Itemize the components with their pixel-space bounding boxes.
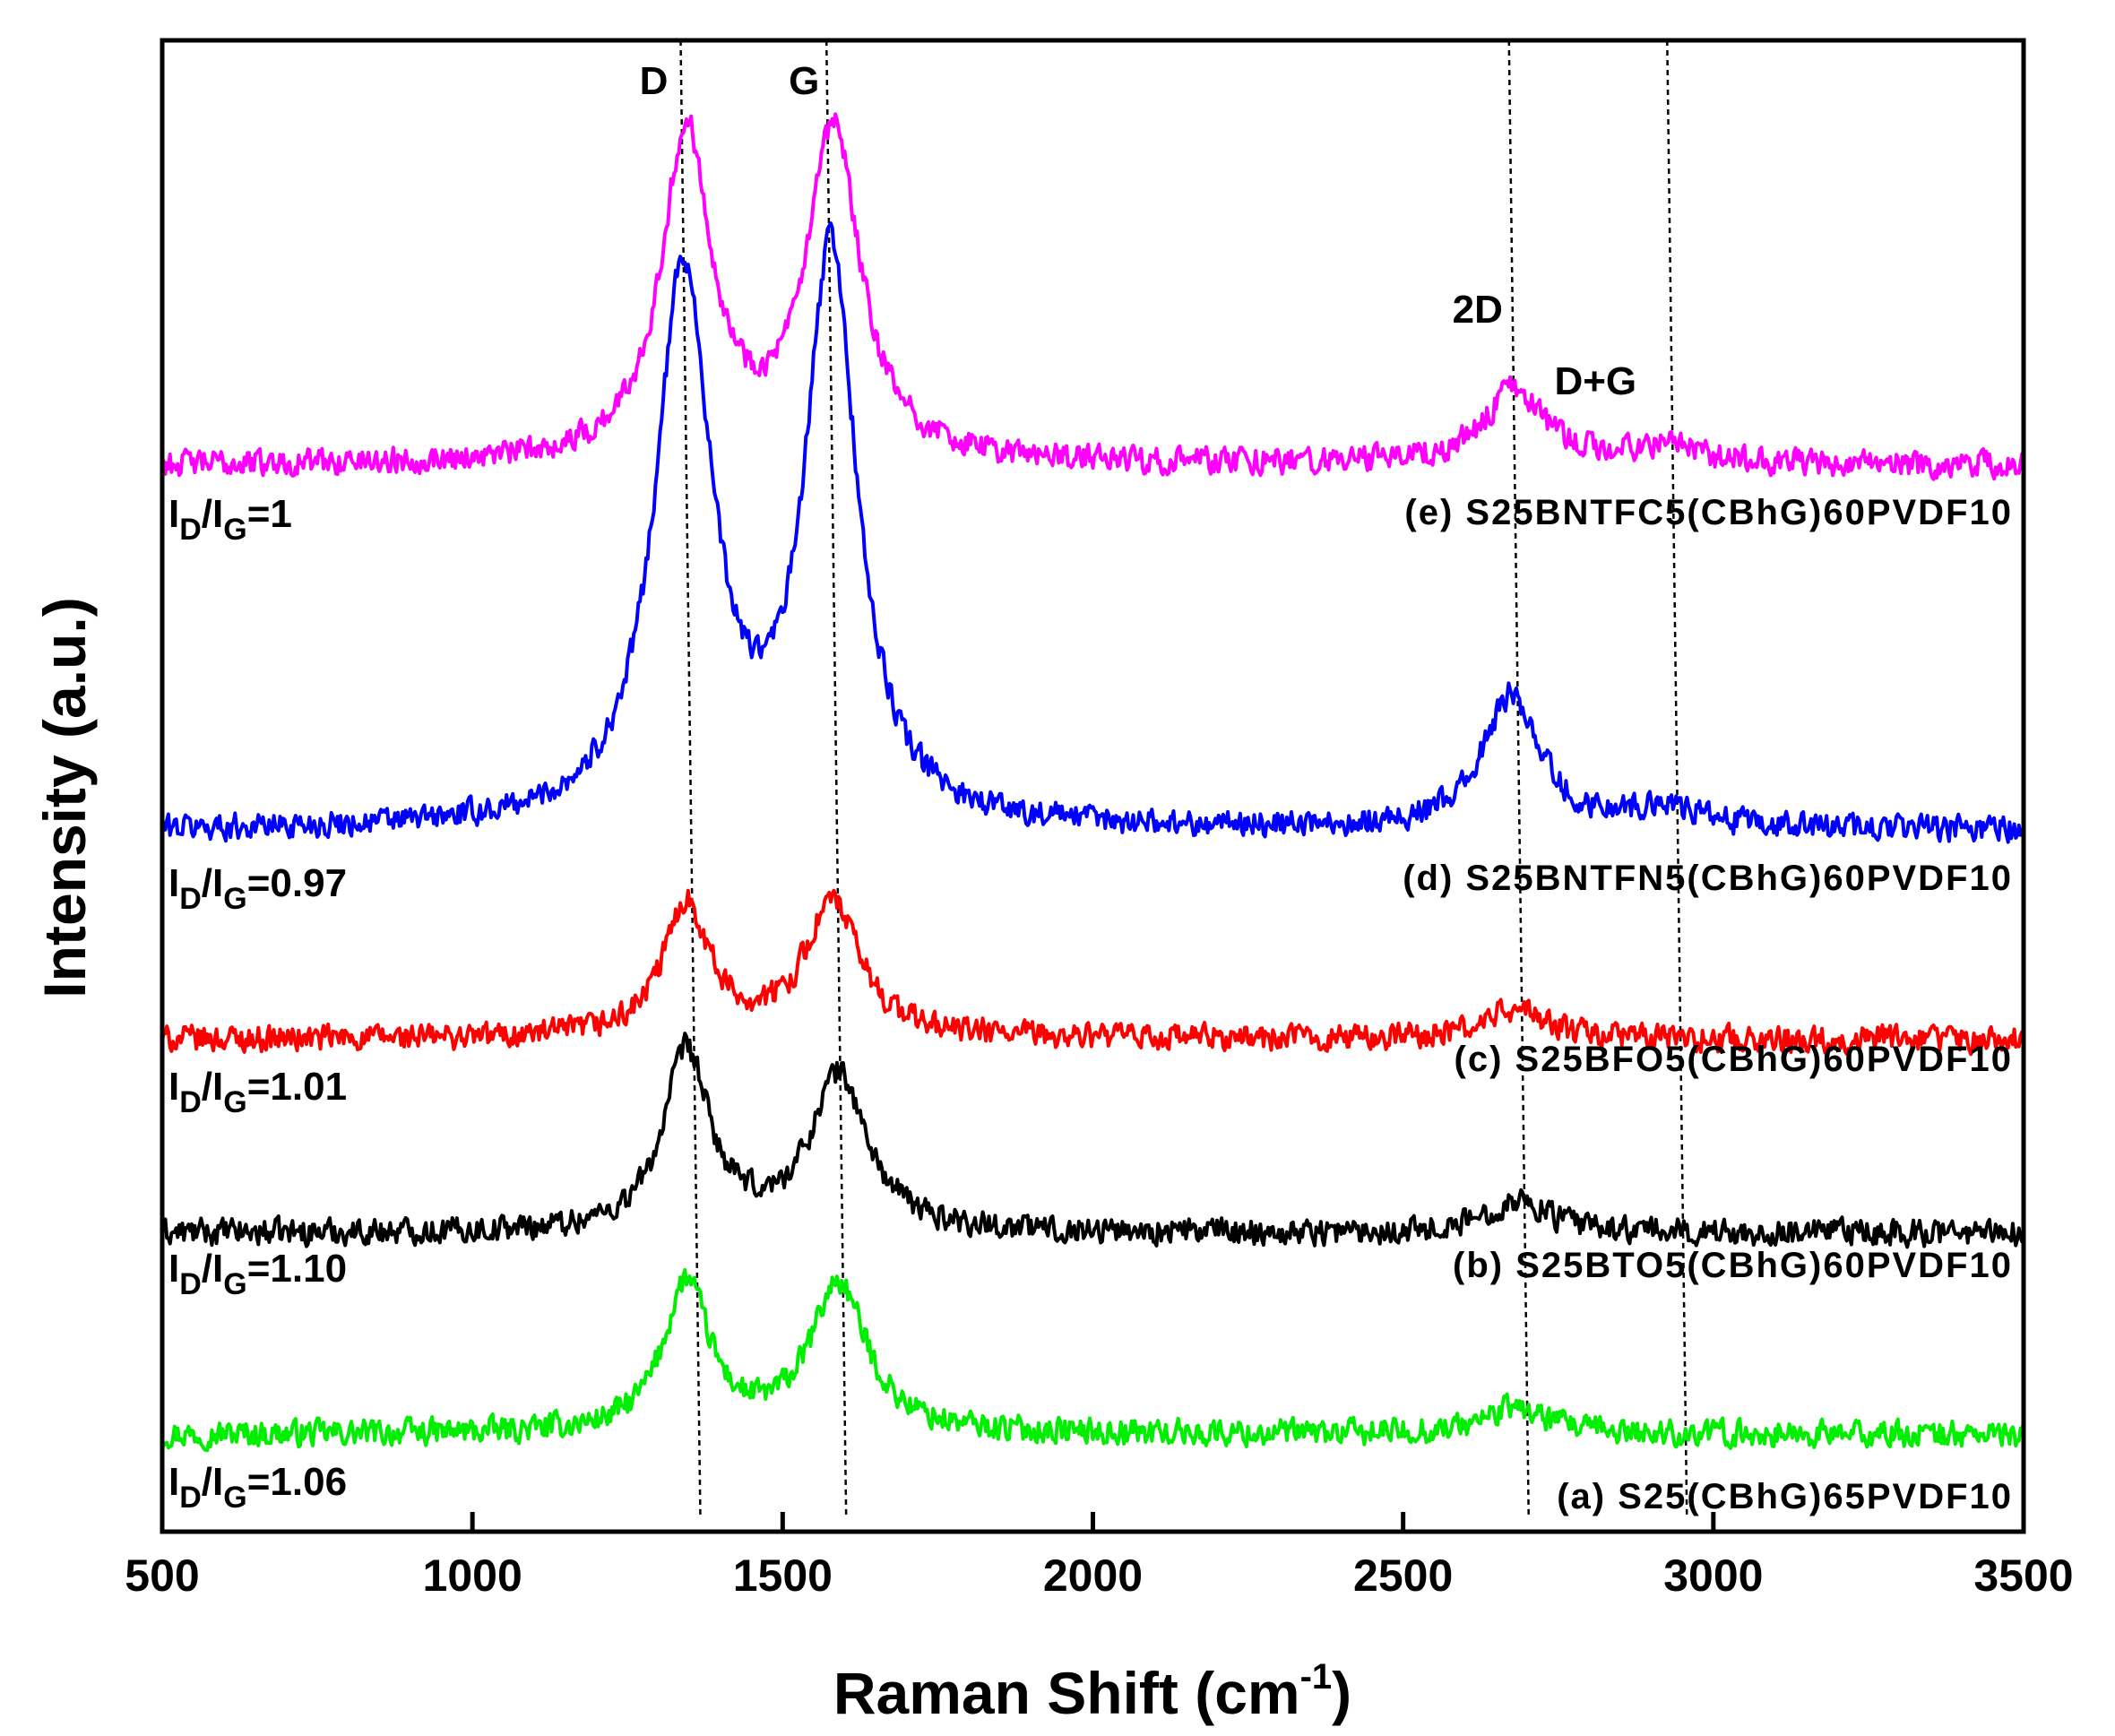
x-tick-label: 2500: [1353, 1550, 1453, 1601]
peak-guide-line: [1507, 39, 1530, 1519]
sample-label-d: (d) S25BNTFN5(CBhG)60PVDF10: [1403, 859, 2013, 898]
id-ig-ratio-labels: ID/IG=1.06 ID/IG=1.10 ID/IG=1.01 ID/IG=0.97…: [168, 492, 347, 1515]
peak-annotations: D G 2D D+G: [640, 59, 1637, 403]
x-axis-title: Raman Shift (cm-1): [833, 1657, 1351, 1726]
x-tick-label: 3500: [1973, 1550, 2073, 1601]
x-tick-label: 500: [125, 1550, 199, 1601]
ratio-label-c: ID/IG=1.01: [168, 1065, 347, 1119]
sample-label-b: (b) S25BTO5(CBhG)60PVDF10: [1453, 1246, 2013, 1285]
ratio-label-e: ID/IG=1: [168, 492, 292, 547]
x-tick-label: 1500: [733, 1550, 833, 1601]
sample-label-e: (e) S25BNTFC5(CBhG)60PVDF10: [1404, 493, 2013, 532]
x-tick-label: 3000: [1663, 1550, 1763, 1601]
x-tick-label: 1000: [423, 1550, 522, 1601]
spectrum-b: [160, 1032, 2024, 1249]
peak-guide-lines: [679, 39, 1688, 1519]
ratio-label-a: ID/IG=1.06: [168, 1460, 347, 1515]
sample-label-a: (a) S25(CBhG)65PVDF10: [1557, 1477, 2013, 1516]
ratio-label-b: ID/IG=1.10: [168, 1247, 347, 1301]
y-axis-title: Intensity (a.u.): [31, 597, 98, 998]
peak-guide-line: [1666, 39, 1688, 1519]
plot-frame: [160, 38, 2026, 1534]
spectra-layer: [160, 112, 2025, 1453]
spectrum-d: [160, 221, 2025, 844]
spectrum-a: [160, 1267, 2025, 1453]
peak-label: D+G: [1554, 359, 1636, 403]
sample-label-c: (c) S25BFO5(CBhG)60PVDF10: [1455, 1040, 2013, 1079]
x-axis-ticks: [160, 1512, 2026, 1532]
peak-label: G: [789, 59, 819, 103]
peak-label: D: [640, 59, 669, 103]
ratio-label-d: ID/IG=0.97: [168, 861, 347, 916]
peak-label: 2D: [1453, 288, 1503, 332]
x-tick-label: 2000: [1043, 1550, 1143, 1601]
spectrum-c: [160, 888, 2025, 1057]
sample-labels: (a) S25(CBhG)65PVDF10 (b) S25BTO5(CBhG)60…: [1403, 493, 2013, 1516]
x-axis-tick-labels: 500 1000 1500 2000 2500 3000 3500: [125, 1550, 2073, 1601]
spectrum-e: [160, 112, 2025, 481]
